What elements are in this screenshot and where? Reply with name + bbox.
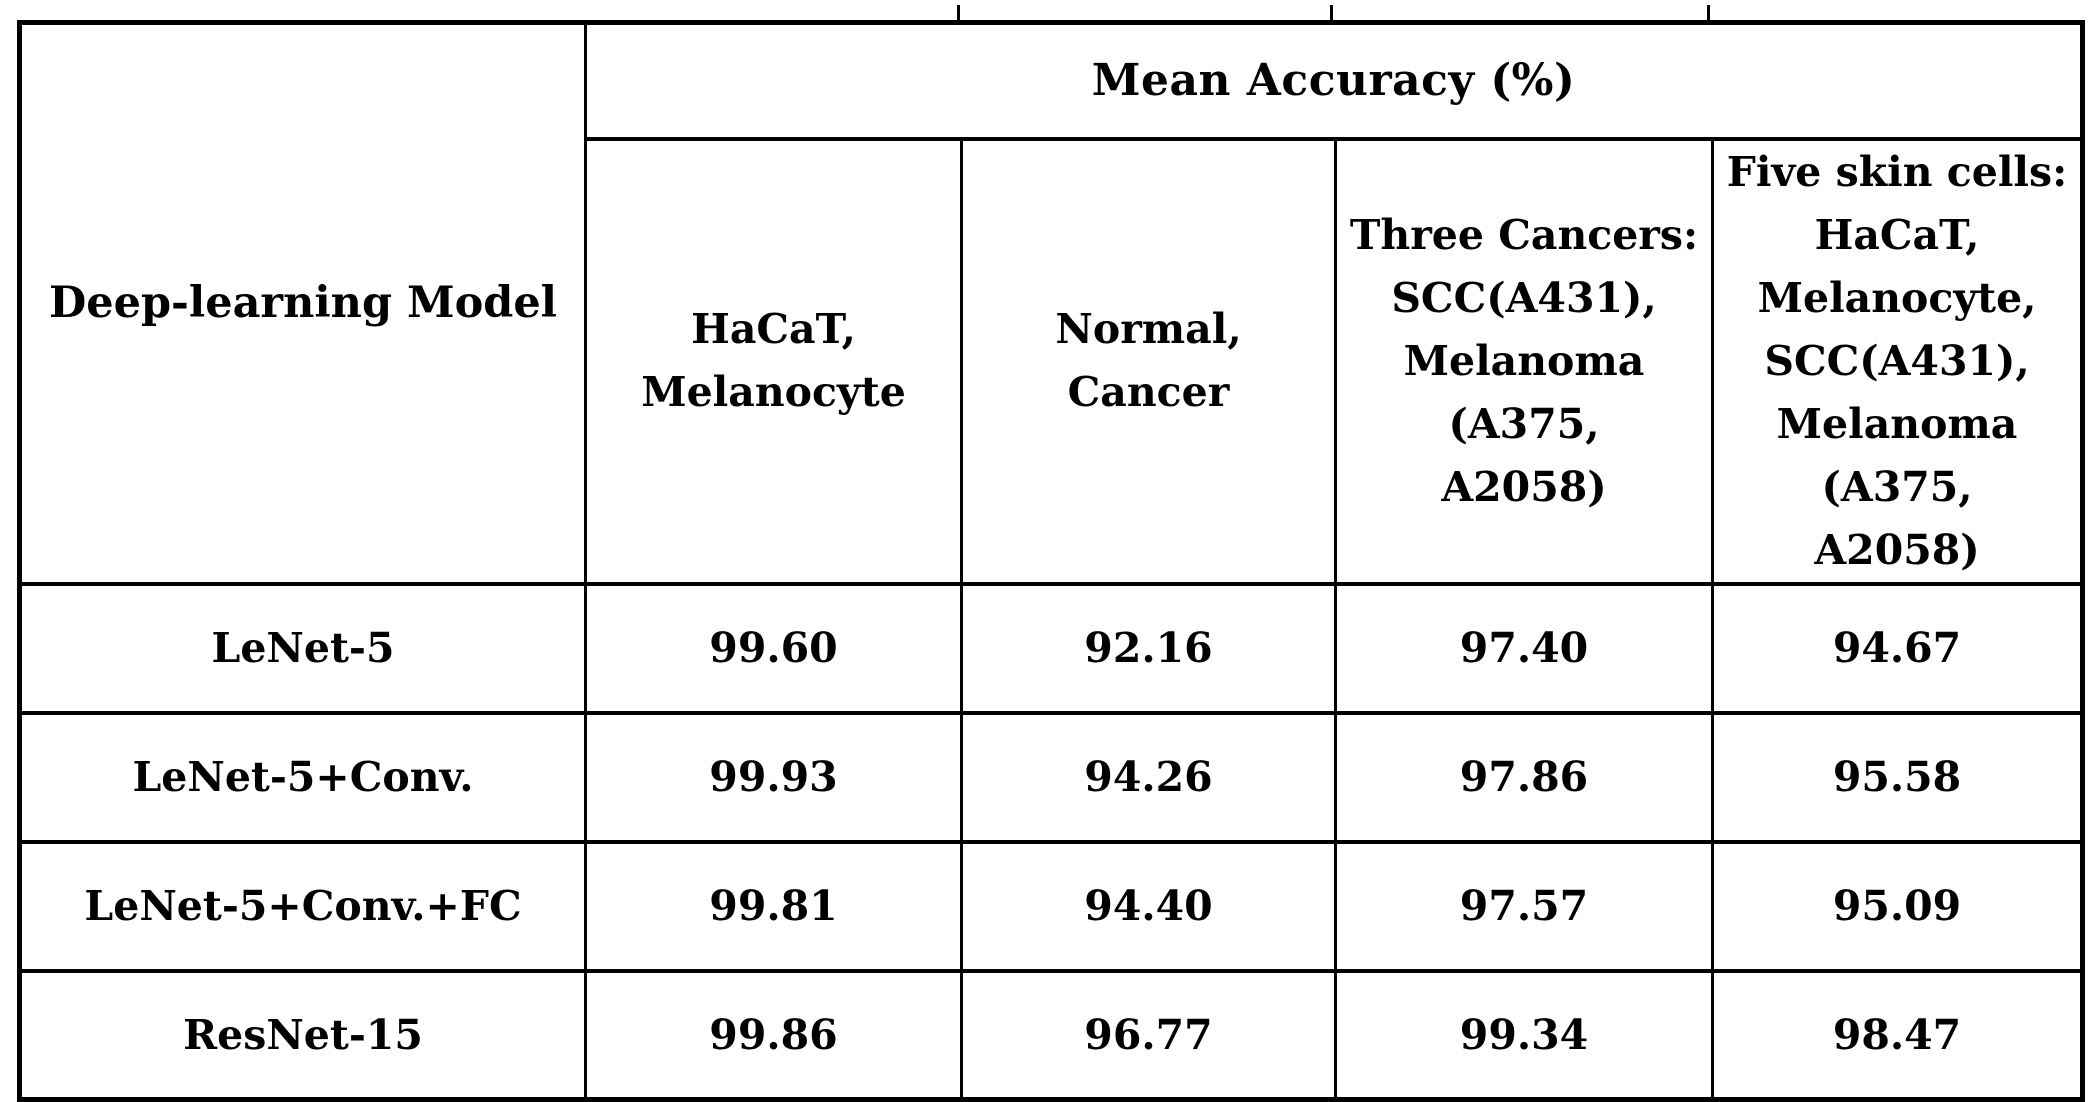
accuracy-value: 99.93 bbox=[584, 710, 963, 844]
accuracy-value: 94.40 bbox=[960, 839, 1337, 973]
accuracy-value: 99.86 bbox=[584, 968, 963, 1102]
group-header-mean-accuracy: Mean Accuracy (%) bbox=[583, 20, 2085, 141]
corner-header-deep-learning-model: Deep-learning Model bbox=[18, 20, 587, 586]
model-name: LeNet-5+Conv.+FC bbox=[18, 839, 587, 973]
model-name: ResNet-15 bbox=[18, 968, 587, 1102]
model-name: LeNet-5 bbox=[18, 581, 587, 715]
column-divider-tick bbox=[957, 5, 960, 22]
accuracy-value: 99.60 bbox=[584, 581, 963, 715]
table-row: ResNet-15 99.86 96.77 99.34 98.47 bbox=[18, 968, 2085, 1102]
accuracy-value: 98.47 bbox=[1710, 968, 2085, 1102]
accuracy-value: 94.67 bbox=[1710, 581, 2085, 715]
model-name: LeNet-5+Conv. bbox=[18, 710, 587, 844]
accuracy-value: 94.26 bbox=[960, 710, 1337, 844]
table-row: LeNet-5+Conv.+FC 99.81 94.40 97.57 95.09 bbox=[18, 839, 2085, 973]
column-header-hacat-melanocyte: HaCaT, Melanocyte bbox=[584, 136, 963, 586]
accuracy-results-table: Deep-learning Model Mean Accuracy (%) Ha… bbox=[17, 20, 2086, 1102]
accuracy-value: 99.81 bbox=[584, 839, 963, 973]
column-header-five-skin-cells: Five skin cells: HaCaT, Melanocyte, SCC(… bbox=[1710, 136, 2085, 586]
column-divider-tick bbox=[1707, 5, 1710, 22]
accuracy-value: 92.16 bbox=[960, 581, 1337, 715]
table-row: HaCaT, Melanocyte Normal, Cancer Three C… bbox=[20, 136, 2085, 586]
accuracy-value: 97.86 bbox=[1334, 710, 1714, 844]
accuracy-value: 96.77 bbox=[960, 968, 1337, 1102]
accuracy-value: 95.09 bbox=[1710, 839, 2085, 973]
table-row: LeNet-5+Conv. 99.93 94.26 97.86 95.58 bbox=[18, 710, 2085, 844]
table-row: LeNet-5 99.60 92.16 97.40 94.67 bbox=[18, 581, 2085, 715]
column-divider-tick bbox=[1330, 5, 1333, 22]
accuracy-value: 95.58 bbox=[1710, 710, 2085, 844]
table-row: Deep-learning Model Mean Accuracy (%) bbox=[18, 20, 2085, 586]
column-header-three-cancers: Three Cancers: SCC(A431), Melanoma (A375… bbox=[1334, 136, 1714, 586]
accuracy-value: 99.34 bbox=[1334, 968, 1714, 1102]
accuracy-value: 97.40 bbox=[1334, 581, 1714, 715]
accuracy-value: 97.57 bbox=[1334, 839, 1714, 973]
column-header-normal-cancer: Normal, Cancer bbox=[960, 136, 1337, 586]
